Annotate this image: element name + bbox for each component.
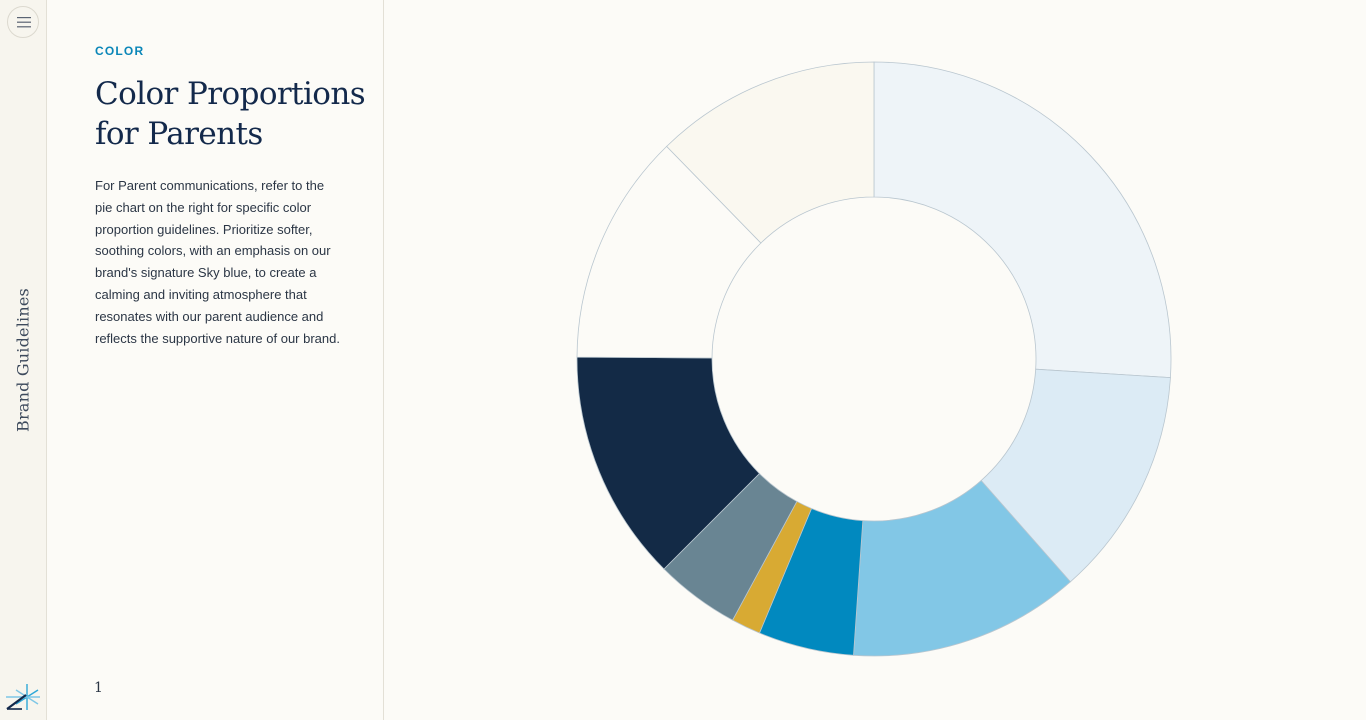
page-number: 1 [94,680,103,696]
content-panel: COLOR Color Proportions for Parents For … [47,0,384,720]
donut-slice-9 [666,61,875,244]
vertical-title: Brand Guidelines [13,288,33,432]
section-eyebrow: COLOR [95,44,145,58]
page-title: Color Proportions for Parents [95,76,366,152]
color-proportion-donut-chart [576,61,1172,657]
menu-button[interactable] [7,6,39,38]
donut-slice-2 [980,368,1171,583]
left-rail: Brand Guidelines [0,0,47,720]
chart-area [384,0,1366,720]
donut-slice-1 [873,61,1172,379]
description-text: For Parent communications, refer to the … [95,178,340,346]
asterisk-logo-icon[interactable] [4,682,42,717]
hamburger-menu-icon [17,17,31,28]
